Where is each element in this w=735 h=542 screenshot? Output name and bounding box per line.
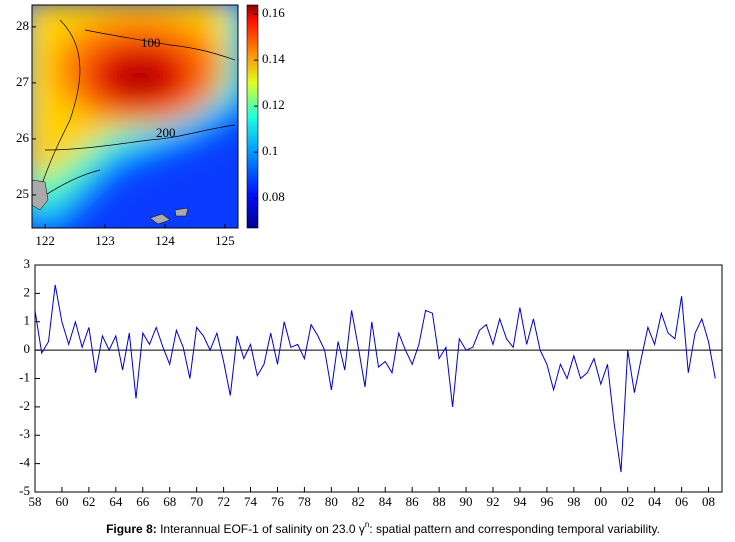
x-tick-label: 66	[136, 494, 150, 509]
x-tick-label: 00	[594, 494, 607, 509]
y-tick-label: -3	[19, 426, 30, 441]
x-tick-label: 64	[109, 494, 123, 509]
x-tick-label: 123	[95, 233, 115, 248]
contour-label: 100	[141, 35, 161, 50]
caption-text: : spatial pattern and corresponding temp…	[369, 522, 660, 536]
x-tick-label: 70	[190, 494, 203, 509]
y-tick-label: -5	[19, 483, 30, 498]
y-tick-label: -1	[19, 369, 30, 384]
x-tick-label: 84	[379, 494, 393, 509]
x-tick-label: 88	[433, 494, 446, 509]
series-line	[34, 284, 716, 473]
colorbar	[246, 4, 259, 229]
x-tick-label: 92	[487, 494, 500, 509]
x-tick-label: 04	[648, 494, 662, 509]
x-tick-label: 02	[621, 494, 634, 509]
y-tick-label: 26	[16, 130, 30, 145]
x-tick-label: 62	[82, 494, 95, 509]
caption-label: Figure 8:	[106, 522, 157, 536]
caption-sup: n	[365, 520, 369, 529]
y-tick-label: 2	[24, 284, 31, 299]
x-tick-label: 76	[271, 494, 285, 509]
x-tick-label: 90	[460, 494, 473, 509]
colorbar-tick-label: 0.12	[262, 97, 285, 112]
x-tick-label: 86	[406, 494, 420, 509]
y-tick-label: -4	[19, 455, 30, 470]
x-tick-label: 124	[155, 233, 175, 248]
x-tick-label: 98	[567, 494, 580, 509]
y-tick-label: -2	[19, 398, 30, 413]
caption: Figure 8: Interannual EOF-1 of salinity …	[106, 520, 660, 536]
caption-text: Interannual EOF-1 of salinity on 23.0 γ	[157, 522, 365, 536]
y-tick-label: 0	[24, 341, 31, 356]
y-tick-label: 27	[16, 74, 30, 89]
x-tick-label: 122	[35, 233, 55, 248]
x-tick-label: 58	[29, 494, 42, 509]
y-tick-label: 25	[16, 186, 29, 201]
x-tick-label: 72	[217, 494, 230, 509]
colorbar-tick-label: 0.16	[262, 5, 285, 20]
x-tick-label: 96	[540, 494, 554, 509]
colorbar-tick-label: 0.1	[262, 143, 278, 158]
y-tick-label: 3	[24, 256, 31, 271]
contour-label: 200	[156, 125, 176, 140]
colorbar-tick-label: 0.08	[262, 189, 285, 204]
x-tick-label: 74	[244, 494, 258, 509]
x-tick-label: 78	[298, 494, 311, 509]
map-frame	[31, 4, 239, 229]
x-tick-label: 06	[675, 494, 689, 509]
x-tick-label: 94	[513, 494, 527, 509]
x-tick-label: 60	[55, 494, 68, 509]
x-tick-label: 80	[325, 494, 338, 509]
x-tick-label: 125	[215, 233, 235, 248]
colorbar-tick-label: 0.14	[262, 51, 285, 66]
x-tick-label: 68	[163, 494, 176, 509]
y-tick-label: 1	[24, 313, 31, 328]
x-tick-label: 82	[352, 494, 365, 509]
y-tick-label: 28	[16, 18, 29, 33]
map-field	[32, 5, 238, 228]
x-tick-label: 08	[702, 494, 715, 509]
